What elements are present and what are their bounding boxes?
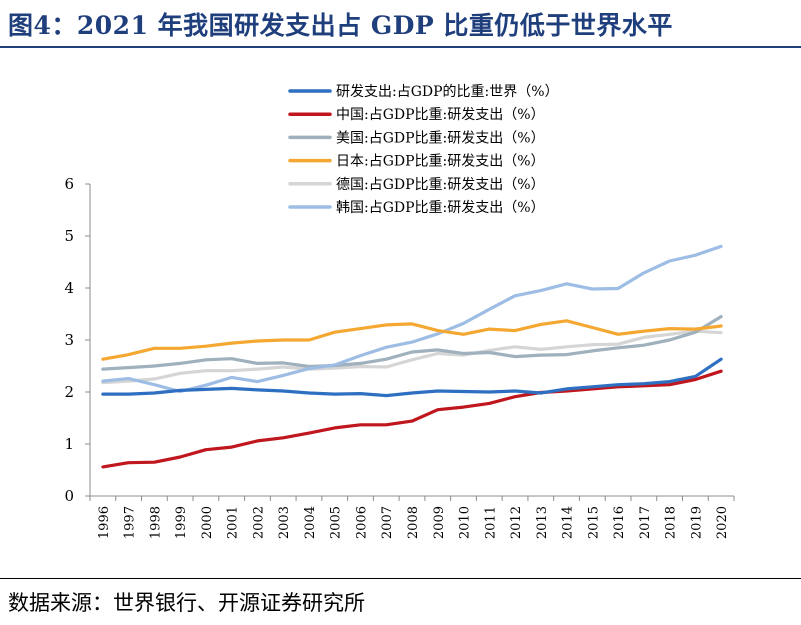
x-tick-label: 2012	[509, 506, 524, 539]
source-rule	[0, 578, 801, 579]
x-tick-label: 2017	[638, 506, 653, 539]
x-tick-label: 2004	[303, 506, 318, 539]
x-tick-label: 2013	[535, 506, 550, 539]
y-tick-label: 2	[64, 383, 74, 401]
x-tick-label: 2020	[715, 506, 730, 539]
x-tick-label: 2015	[586, 506, 601, 539]
x-tick-label: 2003	[277, 506, 292, 539]
y-tick-label: 1	[64, 435, 74, 453]
axes: 0 1 2 3 4 5 6 1996 1997 1998 1999 2000 2001 2002 2003 2…	[64, 175, 735, 539]
x-tick-label: 2006	[354, 506, 369, 539]
series-layer	[101, 244, 723, 469]
x-tick-label: 1999	[174, 506, 189, 539]
series-line-2	[101, 315, 723, 371]
x-tick-label: 2016	[612, 506, 627, 539]
x-tick-label: 1997	[123, 506, 138, 539]
x-tick-label: 2000	[200, 506, 215, 539]
legend-label: 日本:占GDP比重:研发支出（%）	[336, 154, 545, 170]
x-tick-label: 2001	[226, 506, 241, 539]
y-tick-label: 6	[64, 175, 74, 193]
x-tick-label: 2002	[251, 506, 266, 539]
legend-label: 韩国:占GDP比重:研发支出（%）	[336, 200, 545, 216]
x-tick-label: 2005	[329, 506, 344, 539]
x-tick-label: 2009	[432, 506, 447, 539]
y-tick-label: 0	[64, 487, 74, 505]
x-tick-label: 2007	[380, 506, 395, 539]
series-line-3	[101, 319, 723, 361]
legend-label: 研发支出:占GDP的比重:世界（%）	[336, 84, 559, 100]
legend-label: 中国:占GDP比重:研发支出（%）	[336, 107, 545, 123]
legend-label: 德国:占GDP比重:研发支出（%）	[336, 177, 545, 193]
legend: 研发支出:占GDP的比重:世界（%） 中国:占GDP比重:研发支出（%） 美国:占G…	[288, 84, 559, 216]
series-line-1	[101, 369, 723, 469]
x-tick-label: 2014	[561, 506, 576, 539]
x-tick-label: 2019	[689, 506, 704, 539]
y-tick-label: 3	[64, 331, 74, 349]
series-line-0	[101, 357, 723, 398]
source-note: 数据来源：世界银行、开源证券研究所	[8, 591, 365, 615]
x-tick-label: 1996	[97, 506, 112, 539]
x-tick-label: 2010	[458, 506, 473, 539]
x-tick-label: 2008	[406, 506, 421, 539]
y-tick-label: 4	[64, 279, 74, 297]
legend-label: 美国:占GDP比重:研发支出（%）	[336, 130, 545, 146]
y-tick-label: 5	[64, 227, 74, 245]
figure-title: 图4：2021 年我国研发支出占 GDP 比重仍低于世界水平	[8, 11, 673, 40]
x-tick-label: 1998	[148, 506, 163, 539]
x-tick-label: 2018	[664, 506, 679, 539]
x-tick-label: 2011	[483, 506, 498, 539]
series-line-4	[101, 329, 723, 385]
series-line-5	[101, 244, 723, 394]
title-rule	[0, 46, 801, 48]
line-chart: 0 1 2 3 4 5 6 1996 1997 1998 1999 2000 2001 2002 2003 2…	[64, 84, 735, 539]
